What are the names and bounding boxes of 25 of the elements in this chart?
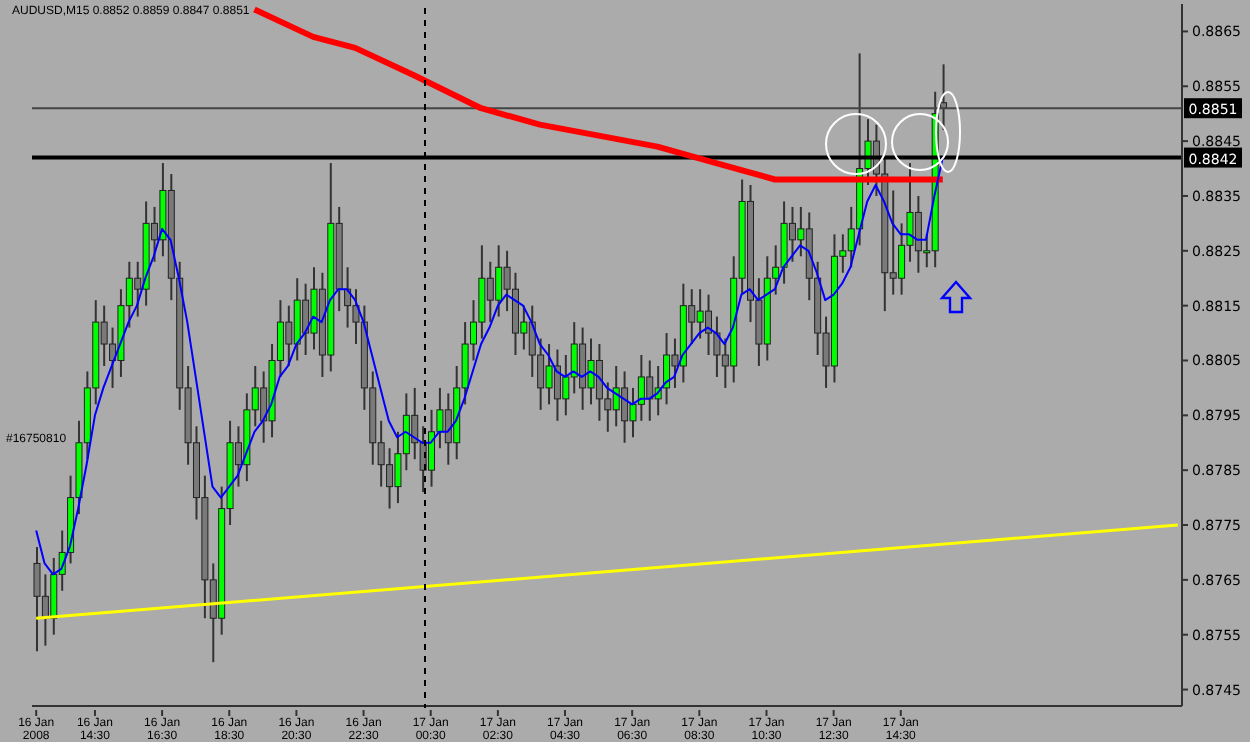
candlestick [587, 337, 595, 406]
candlestick [914, 194, 922, 274]
candlestick [595, 343, 603, 422]
candlestick [696, 288, 704, 340]
line-series [251, 6, 946, 183]
candlestick [621, 370, 629, 444]
candlestick [663, 332, 671, 406]
candlestick [545, 343, 553, 406]
candlestick [612, 364, 620, 428]
candlestick [570, 321, 578, 395]
candlestick [646, 359, 654, 422]
candlestick [50, 556, 58, 636]
candlestick [310, 266, 318, 351]
candlestick [495, 244, 503, 318]
candlestick [486, 260, 494, 324]
candlestick [637, 354, 645, 422]
candlestick [553, 348, 561, 422]
candlestick [33, 545, 41, 653]
candlestick [293, 277, 301, 362]
candlestick [579, 326, 587, 411]
candlestick [478, 244, 486, 340]
candlestick [302, 282, 310, 356]
candlestick [285, 304, 293, 367]
candlestick [386, 447, 394, 510]
candlestick [444, 392, 452, 466]
